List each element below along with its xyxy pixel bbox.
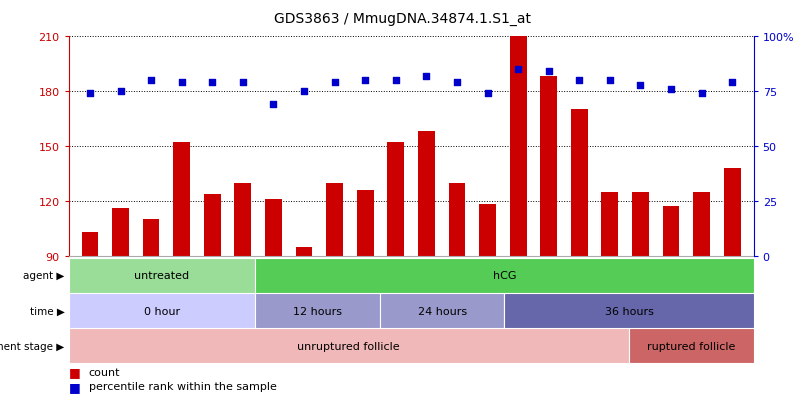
Point [542,69,555,76]
Point [634,82,647,89]
Text: untreated: untreated [135,271,189,281]
Bar [235,183,251,256]
Point [175,80,188,86]
Bar [388,143,404,256]
Point [84,91,97,97]
Text: hCG: hCG [492,271,516,281]
Bar [509,37,526,256]
Bar [505,293,754,328]
Point [114,89,127,95]
Bar [69,328,629,363]
Point [236,80,249,86]
Bar [418,132,434,256]
Bar [173,143,190,256]
Point [573,78,586,84]
Point [695,91,708,97]
Bar [265,199,282,256]
Point [144,78,157,84]
Bar [479,205,496,256]
Bar [204,194,221,256]
Bar [256,258,754,293]
Bar [81,233,98,256]
Point [725,80,738,86]
Text: agent ▶: agent ▶ [23,271,64,281]
Bar [296,247,313,256]
Bar [540,77,557,256]
Text: 12 hours: 12 hours [293,306,342,316]
Bar [571,110,588,256]
Text: 24 hours: 24 hours [418,306,467,316]
Point [206,80,218,86]
Text: ■: ■ [69,365,81,378]
Bar [143,220,160,256]
Point [267,102,280,108]
Bar [69,258,256,293]
Point [481,91,494,97]
Bar [357,190,374,256]
Bar [112,209,129,256]
Point [297,89,310,95]
Point [359,78,372,84]
Bar [69,293,256,328]
Text: count: count [89,367,120,377]
Bar [629,328,754,363]
Bar [663,207,679,256]
Point [604,78,617,84]
Point [420,73,433,80]
Text: GDS3863 / MmugDNA.34874.1.S1_at: GDS3863 / MmugDNA.34874.1.S1_at [275,12,531,26]
Text: 36 hours: 36 hours [604,306,654,316]
Bar [326,183,343,256]
Text: unruptured follicle: unruptured follicle [297,341,400,351]
Point [328,80,341,86]
Text: percentile rank within the sample: percentile rank within the sample [89,381,276,391]
Text: development stage ▶: development stage ▶ [0,341,64,351]
Point [512,67,525,74]
Text: time ▶: time ▶ [30,306,64,316]
Bar [448,183,465,256]
Bar [632,192,649,256]
Bar [380,293,505,328]
Text: ruptured follicle: ruptured follicle [647,341,736,351]
Point [389,78,402,84]
Text: ■: ■ [69,380,81,393]
Bar [256,293,380,328]
Text: 0 hour: 0 hour [143,306,180,316]
Point [451,80,463,86]
Bar [601,192,618,256]
Bar [724,169,741,256]
Bar [693,192,710,256]
Point [665,86,678,93]
